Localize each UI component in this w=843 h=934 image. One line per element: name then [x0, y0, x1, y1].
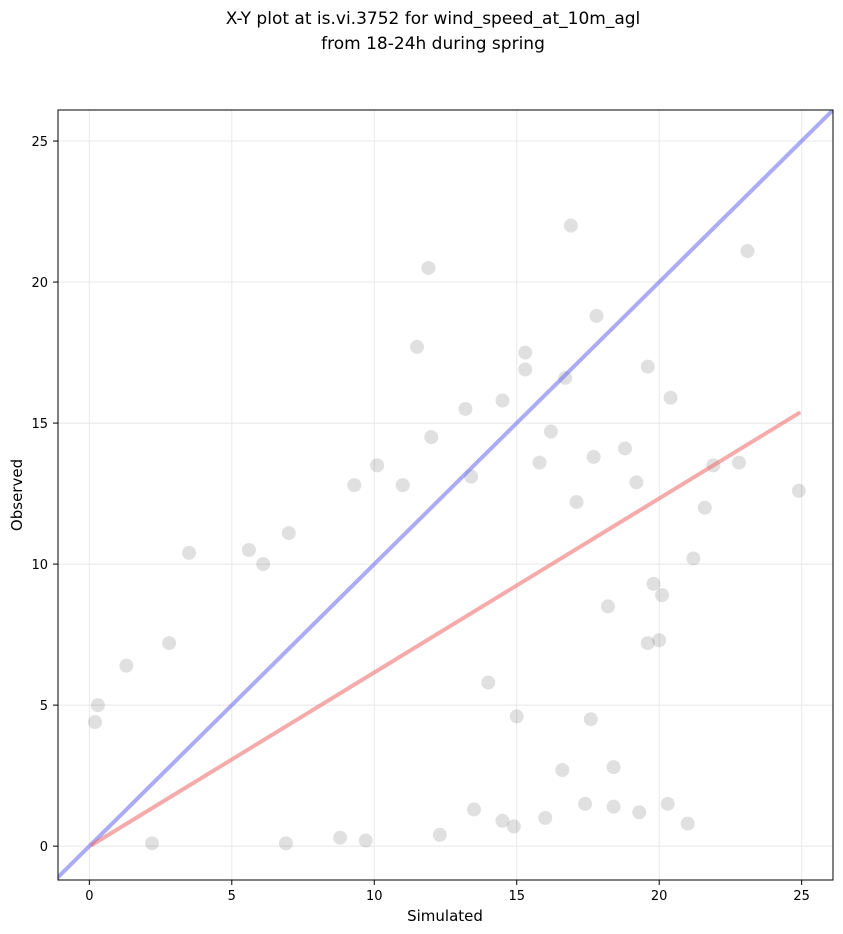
- y-axis-label: Observed: [8, 459, 26, 531]
- y-tick-label: 5: [40, 699, 48, 714]
- data-point: [532, 455, 547, 470]
- data-point: [791, 483, 806, 498]
- chart-subtitle: from 18-24h during spring: [321, 34, 545, 54]
- data-point: [432, 827, 447, 842]
- data-point: [518, 345, 533, 360]
- data-point: [606, 760, 621, 775]
- data-point: [421, 260, 436, 275]
- x-tick-label: 0: [85, 889, 93, 904]
- x-tick-label: 25: [793, 889, 810, 904]
- data-point: [410, 339, 425, 354]
- data-point: [618, 441, 633, 456]
- data-point: [632, 805, 647, 820]
- data-point: [424, 430, 439, 445]
- data-point: [458, 401, 473, 416]
- x-axis-label: Simulated: [407, 907, 483, 925]
- data-point: [740, 244, 755, 259]
- data-point: [481, 675, 496, 690]
- data-point: [509, 709, 524, 724]
- data-point: [606, 799, 621, 814]
- data-point: [182, 545, 197, 560]
- data-point: [569, 495, 584, 510]
- data-point: [119, 658, 134, 673]
- data-point: [680, 816, 695, 831]
- data-point: [543, 424, 558, 439]
- chart-title: X-Y plot at is.vi.3752 for wind_speed_at…: [226, 9, 641, 29]
- data-point: [578, 796, 593, 811]
- y-tick-label: 25: [31, 135, 48, 150]
- x-tick-label: 20: [651, 889, 668, 904]
- data-point: [660, 796, 675, 811]
- data-point: [589, 308, 604, 323]
- data-point: [90, 698, 105, 713]
- data-point: [586, 449, 601, 464]
- data-point: [563, 218, 578, 233]
- data-point: [495, 813, 510, 828]
- data-point: [241, 543, 256, 557]
- data-point: [629, 475, 644, 490]
- data-point: [731, 455, 746, 470]
- x-tick-label: 5: [228, 889, 236, 904]
- data-point: [333, 830, 348, 845]
- data-point: [655, 588, 670, 603]
- y-tick-label: 20: [31, 276, 48, 291]
- x-tick-label: 15: [508, 889, 525, 904]
- identity-line: [58, 110, 833, 880]
- data-point: [506, 819, 521, 834]
- data-point: [466, 802, 481, 817]
- data-point: [145, 836, 160, 851]
- regression-line: [90, 411, 801, 847]
- data-point: [347, 478, 362, 493]
- data-point: [370, 458, 385, 473]
- data-point: [281, 526, 296, 541]
- data-point: [640, 359, 655, 374]
- data-point: [583, 712, 598, 727]
- y-tick-label: 15: [31, 417, 48, 432]
- data-point: [663, 390, 678, 405]
- data-point: [652, 633, 667, 648]
- data-point: [278, 836, 293, 851]
- data-point: [88, 715, 103, 730]
- data-point: [395, 478, 410, 493]
- data-point: [495, 393, 510, 408]
- y-axis-ticks: 0 5 10 15 20 25: [31, 135, 58, 855]
- data-point: [600, 599, 615, 614]
- plot-frame: [57, 109, 834, 881]
- data-point: [538, 810, 553, 825]
- data-point: [518, 362, 533, 377]
- data-point: [358, 833, 373, 848]
- y-tick-label: 10: [31, 558, 48, 573]
- data-point: [555, 763, 570, 777]
- data-point: [697, 500, 712, 515]
- x-tick-label: 10: [366, 889, 383, 904]
- data-point: [256, 557, 271, 572]
- reference-lines: [58, 110, 833, 880]
- data-point: [646, 576, 661, 591]
- data-points: [88, 218, 806, 851]
- x-axis-ticks: 0 5 10 15 20 25: [85, 880, 810, 904]
- data-point: [640, 636, 655, 651]
- y-tick-label: 0: [40, 840, 48, 855]
- data-point: [162, 636, 177, 651]
- grid-lines: [58, 110, 833, 880]
- data-point: [686, 551, 701, 566]
